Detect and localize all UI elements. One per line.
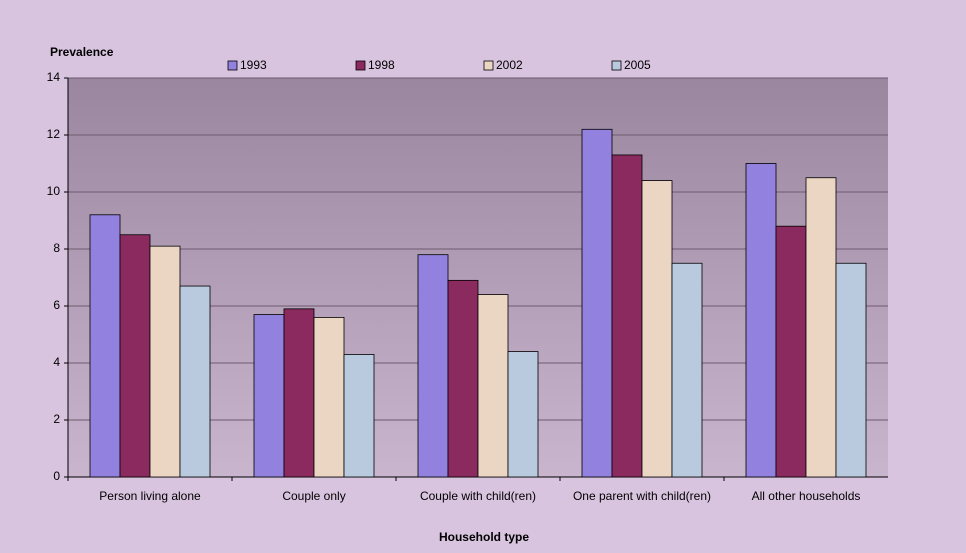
- x-tick-label: One parent with child(ren): [572, 489, 712, 503]
- bar: [89, 214, 121, 478]
- bar: [477, 294, 509, 478]
- legend-label: 2005: [624, 58, 651, 72]
- bar: [745, 163, 777, 478]
- y-tick-label: 10: [47, 184, 61, 198]
- y-tick-label: 12: [47, 127, 61, 141]
- legend-swatch: [483, 60, 494, 71]
- legend-label: 1998: [368, 58, 395, 72]
- legend-swatch: [355, 60, 366, 71]
- x-axis-label: Household type: [439, 530, 529, 544]
- bar: [447, 279, 479, 478]
- legend-swatch: [227, 60, 238, 71]
- y-tick-label: 4: [53, 355, 60, 369]
- bar: [283, 308, 315, 478]
- bar: [507, 351, 539, 478]
- bar: [417, 254, 449, 478]
- x-tick-label: All other households: [751, 489, 861, 503]
- bar: [119, 234, 151, 478]
- bar: [835, 262, 867, 478]
- bar: [671, 262, 703, 478]
- bar: [179, 285, 211, 478]
- x-tick-label: Couple only: [282, 489, 346, 503]
- y-tick-label: 6: [53, 298, 60, 312]
- y-tick-label: 8: [53, 241, 60, 255]
- y-tick-label: 2: [53, 412, 60, 426]
- bar: [775, 225, 807, 478]
- bar: [343, 354, 375, 478]
- x-tick-label: Couple with child(ren): [419, 489, 537, 503]
- bar: [805, 177, 837, 478]
- legend-swatch: [611, 60, 622, 71]
- bar: [149, 245, 181, 478]
- bar: [581, 128, 613, 478]
- y-axis-label: Prevalence: [50, 45, 114, 59]
- y-tick-label: 0: [53, 469, 60, 483]
- bar: [313, 316, 345, 478]
- legend-label: 1993: [240, 58, 267, 72]
- legend-label: 2002: [496, 58, 523, 72]
- bar: [253, 314, 285, 478]
- x-tick-label: Person living alone: [99, 489, 201, 503]
- bar: [611, 154, 643, 478]
- bar: [641, 180, 673, 478]
- y-tick-label: 14: [47, 70, 61, 84]
